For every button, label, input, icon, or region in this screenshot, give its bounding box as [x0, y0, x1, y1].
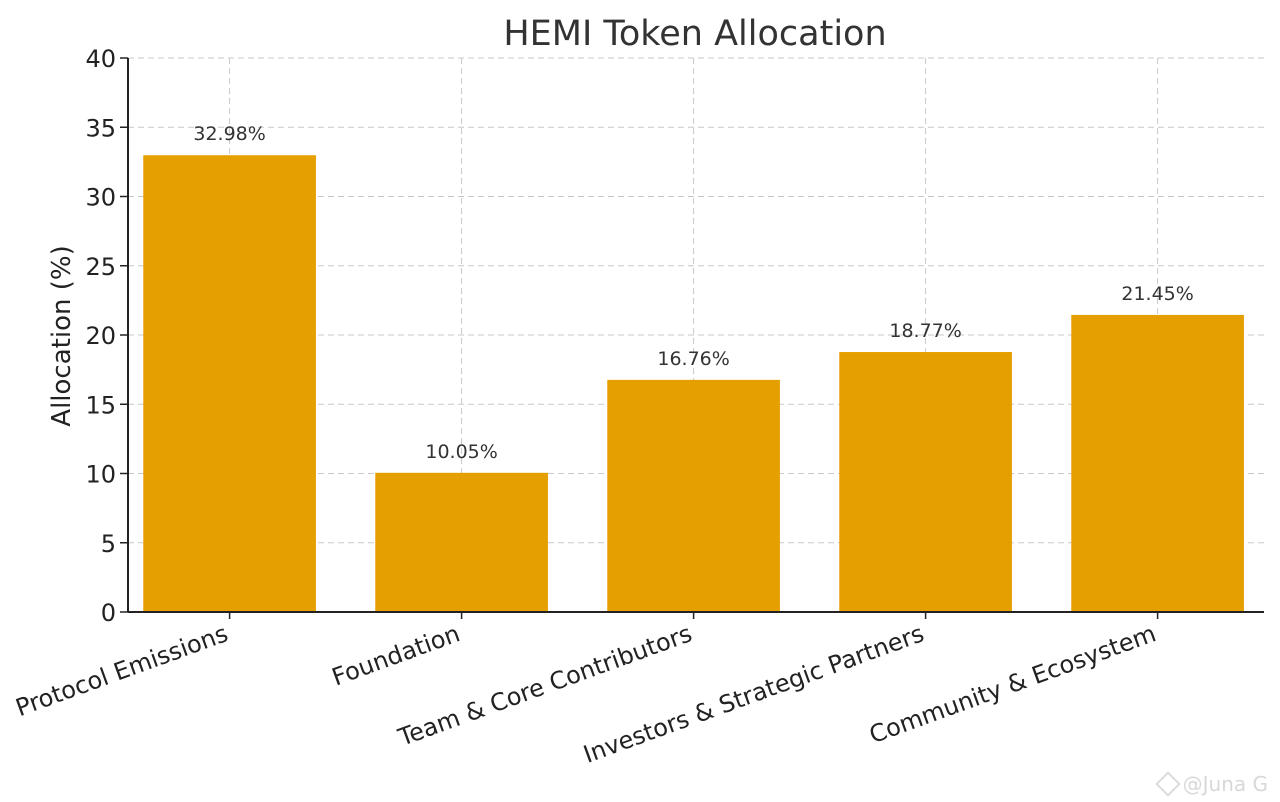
y-tick-label-15: 15 [85, 391, 116, 419]
y-axis-ticks: 0 5 10 15 20 25 30 35 40 [85, 45, 128, 627]
bar-1 [143, 155, 316, 613]
y-tick-label-40: 40 [85, 45, 116, 73]
chart-title: HEMI Token Allocation [503, 14, 886, 54]
data-label-5: 21.45% [1121, 283, 1193, 305]
y-axis-label: Allocation (%) [47, 245, 77, 426]
data-labels: 32.98% 10.05% 16.76% 18.77% 21.45% [193, 123, 1193, 463]
y-tick-label-10: 10 [85, 461, 116, 489]
y-tick-label-20: 20 [85, 322, 116, 350]
data-label-3: 16.76% [657, 348, 729, 370]
x-tick-label-1: Protocol Emissions [12, 619, 232, 722]
bar-2 [375, 472, 548, 612]
bar-4 [839, 352, 1012, 612]
y-tick-label-30: 30 [85, 184, 116, 212]
y-tick-label-0: 0 [101, 599, 116, 627]
data-label-2: 10.05% [425, 441, 497, 463]
binance-diamond-icon [1154, 771, 1181, 797]
axes [127, 58, 1264, 613]
y-tick-label-25: 25 [85, 253, 116, 281]
watermark-text: @Juna G [1182, 772, 1268, 796]
bar-3 [607, 379, 780, 612]
bars [143, 155, 1244, 613]
bar-5 [1071, 314, 1244, 612]
x-tick-label-2: Foundation [328, 619, 463, 691]
y-tick-label-35: 35 [85, 114, 116, 142]
y-tick-label-5: 5 [101, 530, 116, 558]
watermark: @Juna G [1154, 771, 1268, 797]
data-label-4: 18.77% [889, 320, 961, 342]
data-label-1: 32.98% [193, 123, 265, 145]
